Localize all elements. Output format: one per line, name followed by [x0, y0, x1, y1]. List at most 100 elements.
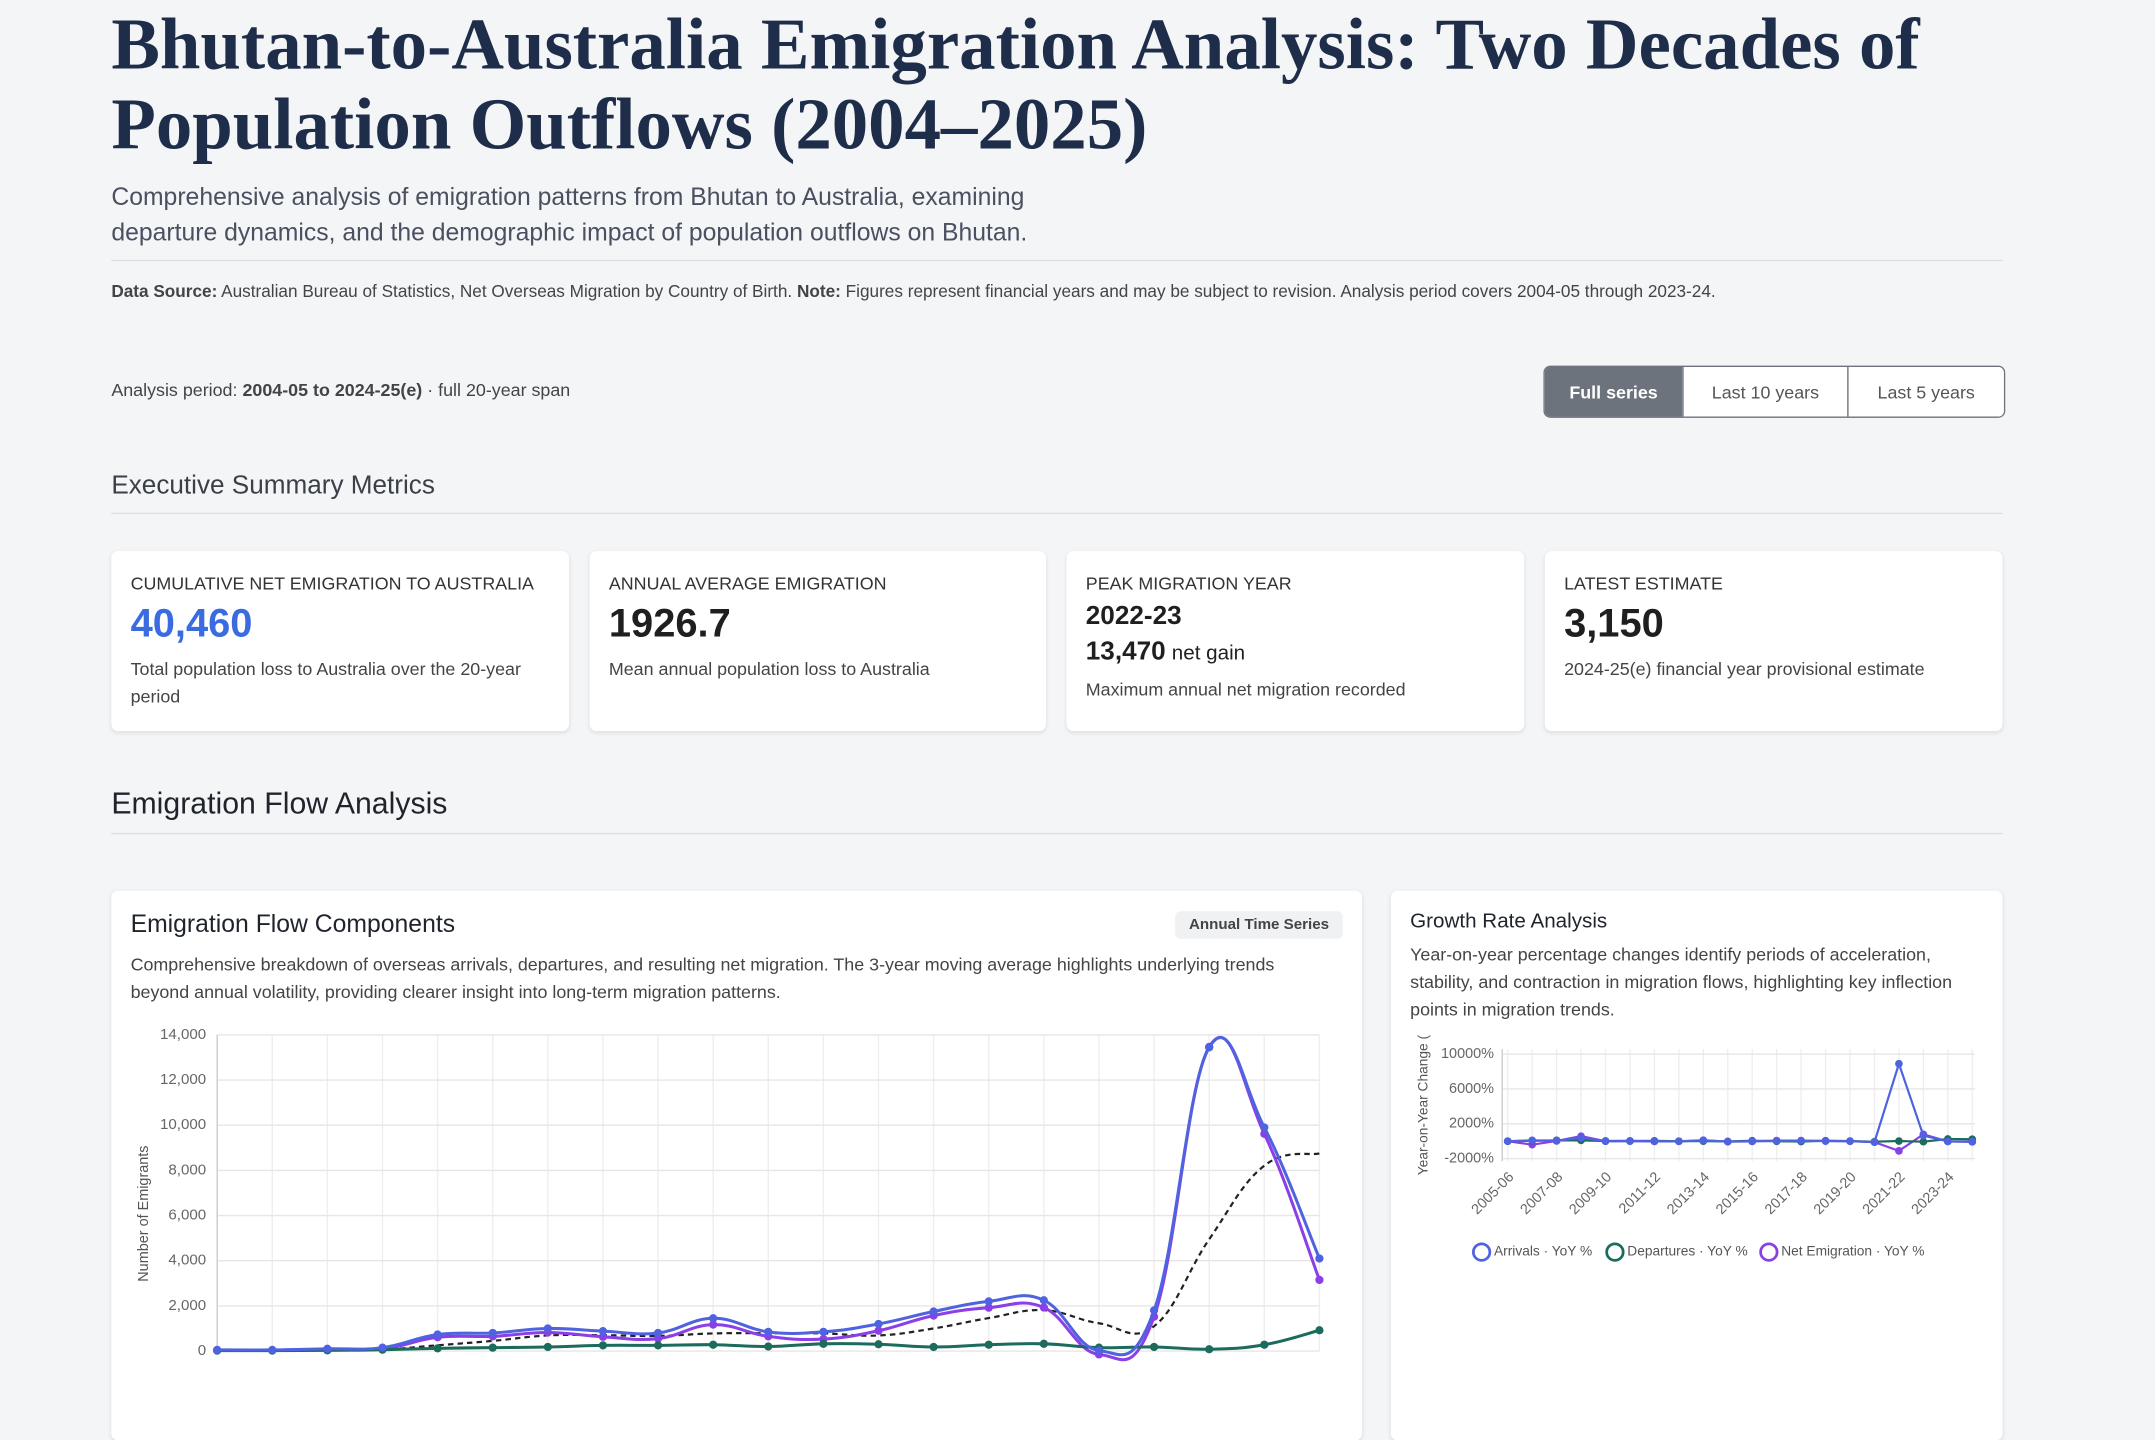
- range-buttons: Full series Last 10 years Last 5 years: [1543, 365, 2006, 418]
- range-button[interactable]: Last 10 years: [1682, 366, 1848, 417]
- data-point: [1626, 1137, 1634, 1145]
- data-point: [323, 1344, 332, 1353]
- chart-panel: Growth Rate Analysis Year-on-year percen…: [1390, 890, 2003, 1440]
- y-tick-label: 2,000: [168, 1297, 206, 1314]
- data-point: [378, 1343, 387, 1352]
- card-label: PEAK MIGRATION YEAR: [1085, 573, 1292, 594]
- data-point: [433, 1344, 442, 1353]
- y-tick-label: 10000%: [1441, 1046, 1494, 1062]
- data-point: [1260, 1340, 1269, 1349]
- data-point: [1895, 1059, 1903, 1068]
- data-point: [213, 1345, 222, 1355]
- card-value: 1926.7: [608, 601, 731, 646]
- card-value: 3,150: [1564, 601, 1664, 646]
- data-point: [1149, 1306, 1159, 1315]
- data-point: [1552, 1136, 1561, 1145]
- data-point: [1205, 1345, 1214, 1354]
- page-title: Bhutan-to-Australia Emigration Analysis:…: [111, 5, 1920, 165]
- data-point: [1503, 1137, 1512, 1146]
- card-label: ANNUAL AVERAGE EMIGRATION: [608, 573, 887, 594]
- page: Bhutan-to-Australia Emigration Analysis:…: [111, 5, 2006, 1440]
- data-point: [1577, 1133, 1585, 1142]
- data-point: [1772, 1137, 1781, 1145]
- data-point: [1205, 1043, 1214, 1052]
- x-tick-label: 2005-06: [1469, 1169, 1518, 1218]
- card-unit: net gain: [1171, 641, 1246, 666]
- card-description: Total population loss to Australia over …: [130, 658, 521, 707]
- x-tick-label: 2017-18: [1762, 1169, 1811, 1218]
- legend-swatch: [1759, 1242, 1779, 1262]
- card-description: Maximum annual net migration recorded: [1085, 678, 1406, 700]
- legend-label: Arrivals · YoY %: [1494, 1244, 1592, 1259]
- y-tick-label: 10,000: [160, 1116, 206, 1133]
- range-button[interactable]: Last 5 years: [1847, 366, 2004, 417]
- period-value: 2004-05 to 2024-25(e): [242, 379, 423, 400]
- data-point: [764, 1342, 773, 1351]
- y-tick-label: 0: [198, 1342, 206, 1359]
- range-button[interactable]: Full series: [1544, 366, 1683, 417]
- data-point: [488, 1328, 497, 1338]
- data-point: [874, 1326, 883, 1335]
- data-point: [1675, 1137, 1683, 1146]
- data-point: [1968, 1137, 1977, 1146]
- data-point: [488, 1343, 497, 1352]
- data-point: [1601, 1137, 1610, 1145]
- charts: 0 2,000 4,000 6,000 8,000 10,000 12,000 14,000 N…: [136, 1026, 1977, 1362]
- legend-label: Net Emigration · YoY %: [1781, 1244, 1924, 1259]
- chart-title: Emigration Flow Components: [130, 909, 456, 938]
- divider: [111, 832, 2003, 835]
- data-point: [1723, 1137, 1732, 1146]
- data-point: [1895, 1137, 1903, 1145]
- note-text: Figures represent financial years and ma…: [845, 281, 1716, 301]
- data-point: [1039, 1303, 1048, 1312]
- data-point: [1260, 1123, 1269, 1132]
- data-point: [653, 1341, 663, 1350]
- x-tick-label: 2023-24: [1909, 1169, 1958, 1218]
- y-tick-label: 14,000: [160, 1026, 206, 1043]
- page-body: Bhutan-to-Australia Emigration Analysis:…: [111, 5, 2006, 1440]
- data-point: [1919, 1131, 1928, 1140]
- chart-subtitle: Year-on-year percentage changes identify…: [1410, 944, 1953, 1020]
- data-point: [1315, 1326, 1324, 1335]
- data-point: [764, 1327, 773, 1336]
- data-point: [1797, 1136, 1805, 1145]
- data-point: [984, 1297, 993, 1306]
- data-point: [653, 1334, 663, 1343]
- y-tick-label: 4,000: [168, 1252, 206, 1269]
- y-tick-label: 12,000: [160, 1071, 206, 1088]
- card-value: 40,460: [130, 601, 253, 646]
- x-tick-label: 2013-14: [1664, 1169, 1713, 1218]
- page-subtitle: Comprehensive analysis of emigration pat…: [111, 182, 1028, 247]
- data-point: [984, 1340, 993, 1349]
- card-description: 2024-25(e) financial year provisional es…: [1564, 658, 1925, 679]
- chart-subtitle: Comprehensive breakdown of overseas arri…: [130, 953, 1275, 1002]
- period-label: Analysis period:: [111, 379, 238, 400]
- legend-label: Departures · YoY %: [1627, 1244, 1747, 1259]
- legend-swatch: [1471, 1242, 1492, 1262]
- y-tick-label: 2000%: [1449, 1116, 1494, 1132]
- data-point: [874, 1319, 883, 1329]
- data-point: [1650, 1137, 1659, 1146]
- data-point: [543, 1342, 552, 1352]
- period-suffix: · full 20-year span: [427, 379, 571, 400]
- data-point: [1846, 1137, 1854, 1146]
- data-point: [709, 1314, 718, 1323]
- y-axis-title: Year-on-Year Change (: [1416, 1035, 1431, 1176]
- data-point: [1039, 1296, 1048, 1305]
- source-text: Australian Bureau of Statistics, Net Ove…: [221, 281, 793, 301]
- card-figure: 13,470: [1085, 637, 1166, 667]
- data-point: [1870, 1138, 1879, 1146]
- chart-badge: Annual Time Series: [1175, 911, 1343, 939]
- chart-title: Growth Rate Analysis: [1410, 909, 1608, 934]
- series-line: [1507, 1060, 1973, 1144]
- x-tick-label: 2011-12: [1616, 1169, 1664, 1217]
- metric-card: LATEST ESTIMATE 3,150 2024-25(e) financial…: [1544, 551, 2003, 732]
- data-point: [819, 1339, 828, 1348]
- metric-card: ANNUAL AVERAGE EMIGRATION 1926.7 Mean annu…: [589, 551, 1046, 732]
- source-label: Data Source:: [111, 281, 218, 301]
- data-point: [1895, 1147, 1903, 1155]
- data-point: [433, 1330, 442, 1339]
- data-point: [819, 1327, 828, 1336]
- section-heading: Executive Summary Metrics: [111, 471, 435, 501]
- data-point: [1149, 1342, 1159, 1352]
